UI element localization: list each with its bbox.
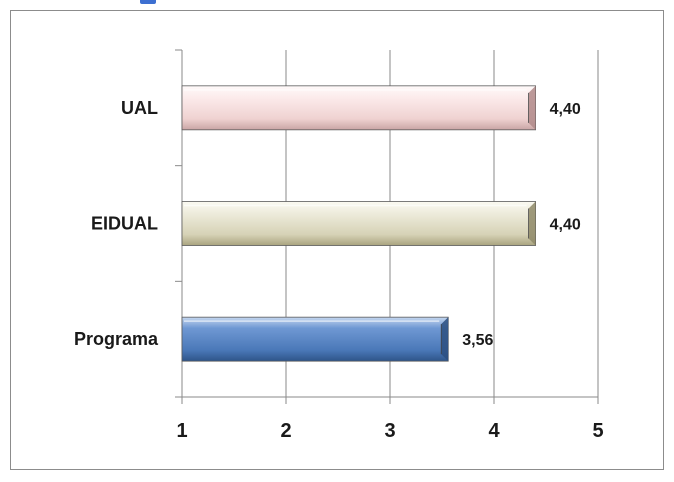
category-label: EIDUAL <box>91 214 158 234</box>
bar-eidual <box>181 201 537 246</box>
value-label: 4,40 <box>550 101 581 118</box>
x-tick-label: 4 <box>488 420 500 442</box>
category-label: UAL <box>121 98 158 118</box>
top-edge-decoration <box>140 0 156 4</box>
x-tick-label: 3 <box>384 420 395 442</box>
category-label: Programa <box>74 329 159 349</box>
bar-bevel <box>528 85 536 130</box>
bar-body <box>181 85 537 131</box>
x-tick-label: 5 <box>592 420 603 442</box>
value-label: 3,56 <box>462 332 493 349</box>
bar-programa <box>181 316 449 362</box>
bar-bevel <box>441 317 449 362</box>
x-tick-label: 1 <box>176 420 187 442</box>
bar-bevel <box>528 201 536 246</box>
bar-body <box>181 316 449 362</box>
bar-ual <box>181 85 537 131</box>
bar-body <box>181 201 537 246</box>
value-label: 4,40 <box>550 217 581 234</box>
x-tick-label: 2 <box>280 420 291 442</box>
